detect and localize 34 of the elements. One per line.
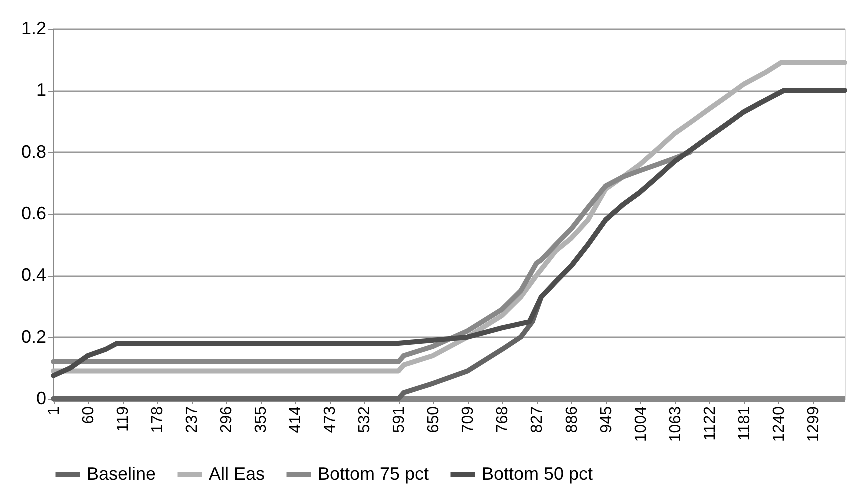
x-tick-label: 1181	[736, 406, 754, 441]
x-tick-label: 60	[80, 406, 98, 424]
y-tick-label: 0	[36, 388, 46, 408]
x-tick-label: 945	[598, 406, 616, 434]
x-tick-label: 355	[253, 406, 270, 434]
x-tick-label: 178	[150, 406, 167, 434]
legend-label: Bottom 50 pct	[482, 464, 594, 484]
x-tick-label: 296	[218, 406, 236, 434]
x-tick-label: 650	[426, 406, 443, 434]
legend-label: All Eas	[209, 464, 266, 484]
x-tick-label: 414	[288, 406, 305, 434]
y-tick-label: 0.2	[21, 326, 46, 347]
x-tick-label: 886	[564, 406, 581, 434]
x-tick-label: 827	[529, 406, 546, 434]
x-tick-label: 1004	[632, 406, 650, 442]
x-tick-label: 473	[322, 406, 340, 434]
x-tick-label: 1122	[702, 406, 719, 441]
x-tick-label: 1063	[667, 406, 684, 442]
y-tick-label: 0.6	[21, 204, 46, 224]
x-tick-label: 591	[391, 406, 408, 434]
x-tick-label: 709	[460, 406, 478, 434]
y-tick-label: 1.2	[21, 18, 46, 38]
x-tick-label: 1	[46, 406, 64, 416]
x-tick-label: 532	[356, 406, 374, 434]
legend-label: Baseline	[87, 464, 156, 484]
x-tick-label: 119	[115, 406, 132, 432]
y-tick-label: 0.4	[21, 265, 46, 286]
legend-label: Bottom 75 pct	[318, 464, 430, 484]
x-tick-label: 1240	[770, 406, 788, 442]
y-tick-label: 1	[36, 80, 46, 100]
x-tick-label: 1299	[805, 406, 822, 442]
y-tick-label: 0.8	[21, 142, 46, 162]
x-tick-label: 768	[494, 406, 512, 434]
x-tick-label: 237	[184, 406, 202, 434]
